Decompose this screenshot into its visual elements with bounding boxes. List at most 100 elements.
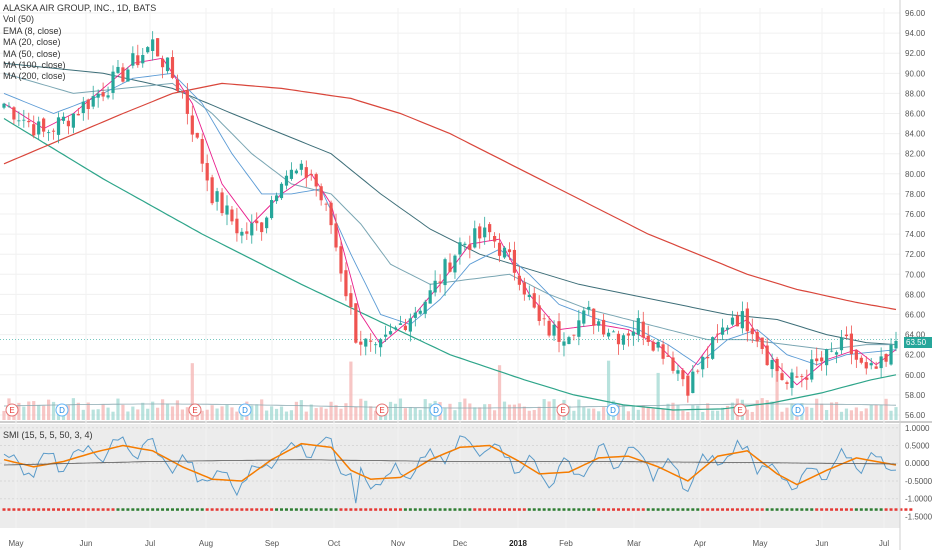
volume-bar <box>701 411 705 420</box>
candle <box>349 285 353 315</box>
axes: 96.00 94.00 92.00 90.00 88.00 86.00 84.00 82.00… <box>8 0 932 550</box>
candle <box>165 57 170 74</box>
volume-ma-line <box>3 403 897 409</box>
candle <box>304 160 308 187</box>
earnings-marker: D <box>606 403 620 417</box>
time-axis-label: Jul <box>879 539 889 548</box>
price-axis-label: 90.00 <box>905 69 926 78</box>
candle-body <box>681 370 685 380</box>
candle-body <box>245 231 249 234</box>
volume-bar <box>22 406 26 420</box>
candle-body <box>795 376 799 378</box>
signal-dot <box>532 508 536 511</box>
candle-body <box>483 227 487 238</box>
earnings-marker-label: E <box>192 406 197 415</box>
candle <box>106 86 110 100</box>
candle <box>602 313 606 338</box>
volume-bar <box>671 402 675 420</box>
candle <box>408 313 412 342</box>
volume-bar <box>755 400 759 420</box>
candle <box>631 320 635 346</box>
candle-body <box>770 360 774 370</box>
candle-body <box>260 222 264 233</box>
candle <box>255 212 259 231</box>
candle <box>260 221 264 241</box>
signal-dot <box>587 508 591 511</box>
osc-axis-label: -1.5000 <box>905 512 932 521</box>
candle <box>696 369 700 374</box>
candle <box>274 192 279 204</box>
volume-bar <box>96 409 100 420</box>
earnings-marker-circle <box>238 403 252 417</box>
volume-bar <box>270 406 274 420</box>
candle <box>121 63 125 83</box>
candle-body <box>592 308 596 326</box>
signal-dot <box>309 508 313 511</box>
candle-body <box>671 357 675 371</box>
volume-bar <box>27 401 31 420</box>
candle-body <box>691 371 695 394</box>
candle-body <box>458 242 462 255</box>
candle-body <box>790 372 794 388</box>
candle-body <box>542 318 546 320</box>
smi-oscillator <box>2 435 913 511</box>
candle-body <box>641 321 645 338</box>
signal-dot <box>631 508 635 511</box>
candle-body <box>230 209 234 222</box>
signal-dot <box>170 508 174 511</box>
volume-bar <box>156 407 160 420</box>
candle <box>91 85 95 110</box>
candle <box>745 302 749 342</box>
candle <box>51 128 56 140</box>
signal-dot <box>314 508 318 511</box>
signal-dot <box>661 508 665 511</box>
candle-body <box>532 293 536 308</box>
candle <box>96 89 100 108</box>
volume-bar <box>810 407 814 420</box>
price-axis-label: 56.00 <box>905 411 926 420</box>
signal-dot <box>711 508 715 511</box>
volume-bar <box>641 405 645 420</box>
candle-body <box>413 312 417 318</box>
volume-bar <box>720 407 725 420</box>
signal-dot <box>106 508 110 511</box>
signal-dot <box>755 508 759 511</box>
volume-bar <box>398 398 403 420</box>
signal-dot <box>433 508 437 511</box>
signal-dot <box>478 508 482 511</box>
candle-body <box>270 200 274 219</box>
earnings-marker-circle <box>55 403 69 417</box>
volume-bar <box>646 407 650 420</box>
signal-dot <box>220 508 224 511</box>
legend-ema8: EMA (8, close) <box>3 25 62 36</box>
volume-bar <box>874 404 878 420</box>
candle-body <box>56 117 61 135</box>
volume-bar <box>170 406 175 420</box>
smi-signal-line <box>3 442 897 486</box>
candle-body <box>765 345 769 366</box>
volume-bar <box>265 410 269 420</box>
volume-bar <box>849 410 853 420</box>
signal-dot <box>770 508 774 511</box>
volume-bar <box>81 409 85 420</box>
signal-dot <box>621 508 625 511</box>
signal-dot <box>463 508 467 511</box>
candle <box>12 106 16 125</box>
volume-bar <box>725 405 730 420</box>
candle-body <box>453 255 457 273</box>
earnings-marker: D <box>238 403 252 417</box>
candle-body <box>725 327 730 330</box>
candle <box>423 299 427 319</box>
candle-body <box>720 327 725 335</box>
volume-bar <box>666 403 670 420</box>
volume-bar <box>825 409 829 420</box>
osc-axis-label: 0.0000 <box>905 459 930 468</box>
candle <box>879 347 883 379</box>
signal-dot <box>255 508 259 511</box>
price-axis-label: 88.00 <box>905 89 926 98</box>
earnings-marker: E <box>556 403 570 417</box>
candle <box>606 328 611 340</box>
candle <box>626 330 630 347</box>
candle <box>869 357 873 370</box>
signal-dot <box>592 508 596 511</box>
